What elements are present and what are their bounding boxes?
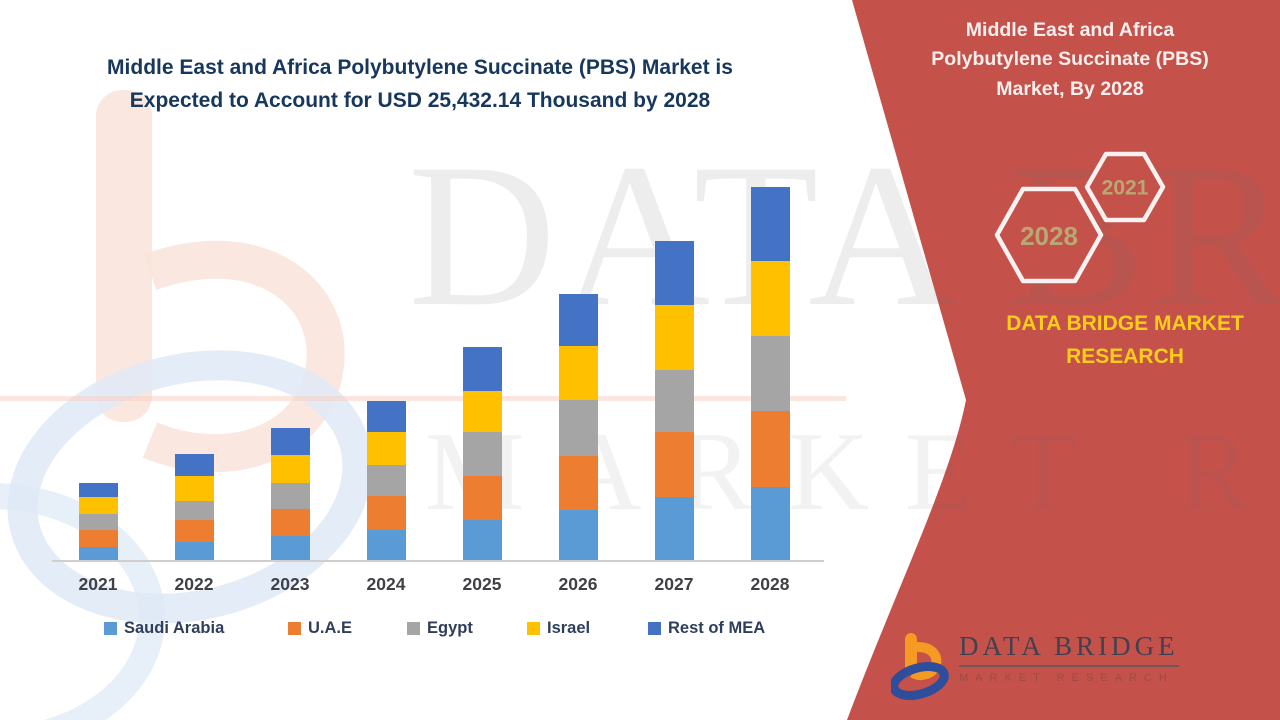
legend-label: U.A.E (308, 619, 353, 637)
footer-logo: DATA BRIDGE MARKET RESEARCH (891, 631, 1179, 701)
bar-segment-egypt (174, 501, 214, 520)
stacked-bar-2021 (78, 483, 118, 561)
bar-segment-saudi-arabia (366, 530, 406, 561)
bar-segment-u-a-e (750, 411, 790, 487)
side-panel-title: Middle East and Africa Polybutylene Succ… (931, 19, 1209, 100)
bar-segment-saudi-arabia (558, 509, 598, 561)
bar-segment-israel (174, 476, 214, 501)
legend-item-saudi-arabia: Saudi Arabia (104, 619, 224, 638)
bar-segment-israel (78, 497, 118, 514)
chart-title-line2: Expected to Account for USD 25,432.14 Th… (129, 88, 711, 112)
bar-segment-saudi-arabia (78, 546, 118, 561)
bar-segment-israel (654, 304, 694, 370)
bar-segment-u-a-e (78, 529, 118, 547)
bar-segment-israel (558, 346, 598, 401)
side-panel-shape (847, 0, 1280, 720)
bar-segment-rest-of-mea (78, 483, 118, 497)
year-hexagons: 2021 2028 (994, 151, 1166, 284)
bar-segment-saudi-arabia (462, 519, 502, 561)
x-axis-line (52, 560, 824, 562)
brand-logo-watermark (0, 90, 373, 720)
bar-segment-u-a-e (366, 496, 406, 531)
stacked-bar-2023 (270, 428, 310, 561)
legend-label: Saudi Arabia (124, 619, 225, 637)
stacked-bar-2025 (462, 347, 502, 561)
legend-item-rest-of-mea: Rest of MEA (648, 619, 765, 638)
footer-wordmark: DATA BRIDGE (959, 631, 1179, 667)
x-axis-label-2026: 2026 (558, 574, 598, 594)
bar-segment-rest-of-mea (174, 453, 214, 477)
x-axis-label-2024: 2024 (366, 574, 406, 594)
hexagon-year-2021: 2021 (1102, 177, 1149, 200)
footer-logo-text: DATA BRIDGE MARKET RESEARCH (959, 631, 1179, 684)
bar-segment-rest-of-mea (462, 347, 502, 392)
bar-segment-saudi-arabia (750, 486, 790, 561)
legend-label: Israel (547, 619, 591, 637)
bar-segment-rest-of-mea (366, 401, 406, 432)
bar-segment-egypt (366, 465, 406, 496)
legend-item-u-a-e: U.A.E (288, 619, 352, 638)
watermark-underline (0, 396, 846, 401)
bar-segment-israel (750, 260, 790, 337)
legend-swatch-icon (407, 622, 420, 635)
legend-swatch-icon (104, 622, 117, 635)
bar-segment-u-a-e (558, 455, 598, 510)
bar-segment-israel (366, 431, 406, 465)
legend-swatch-icon (288, 622, 301, 635)
chart-title-line1: Middle East and Africa Polybutylene Succ… (107, 56, 733, 79)
legend-item-egypt: Egypt (407, 619, 473, 638)
bar-segment-saudi-arabia (174, 541, 214, 561)
stacked-bar-2028 (750, 187, 790, 561)
bar-segment-saudi-arabia (270, 535, 310, 561)
legend-swatch-icon (648, 622, 661, 635)
bar-segment-rest-of-mea (750, 187, 790, 261)
brand-name-text: DATA BRIDGE MARKET RESEARCH (1006, 312, 1244, 368)
x-axis-label-2027: 2027 (654, 574, 694, 594)
hexagon-2021 (1084, 151, 1166, 223)
bar-segment-egypt (558, 400, 598, 456)
bar-segment-rest-of-mea (654, 241, 694, 305)
bar-segment-rest-of-mea (270, 428, 310, 456)
bar-segment-israel (270, 455, 310, 483)
legend-label: Egypt (427, 619, 473, 637)
bar-segment-egypt (78, 513, 118, 530)
watermark-swoosh (7, 350, 373, 624)
bar-segment-rest-of-mea (558, 294, 598, 346)
bar-segment-u-a-e (462, 476, 502, 520)
bar-segment-egypt (750, 336, 790, 412)
bar-segment-u-a-e (174, 519, 214, 542)
hexagon-year-2028: 2028 (1020, 221, 1078, 251)
footer-caption: MARKET RESEARCH (959, 672, 1174, 684)
hexagon-2028 (994, 186, 1104, 284)
data-bridge-logo-icon (891, 633, 949, 700)
x-axis-label-2021: 2021 (78, 574, 118, 594)
bar-segment-egypt (270, 482, 310, 510)
x-axis-label-2023: 2023 (270, 574, 310, 594)
bar-segment-egypt (654, 369, 694, 433)
stacked-bar-chart: 2021 2022 2023 2024 2025 2026 2027 2028 Saudi Ar… (78, 187, 790, 638)
watermark-arc (0, 483, 165, 720)
bar-segment-saudi-arabia (654, 496, 694, 561)
stacked-bar-2024 (366, 401, 406, 561)
bar-segment-egypt (462, 431, 502, 477)
legend-item-israel: Israel (527, 619, 590, 638)
x-axis-label-2025: 2025 (462, 574, 502, 594)
bar-segment-israel (462, 391, 502, 432)
legend-label: Rest of MEA (668, 619, 766, 637)
bar-segment-u-a-e (270, 509, 310, 536)
stacked-bar-2027 (654, 241, 694, 561)
x-axis-label-2022: 2022 (174, 574, 214, 594)
legend-swatch-icon (527, 622, 540, 635)
watermark-b-bowl (142, 240, 345, 472)
stacked-bar-2022 (174, 453, 214, 561)
bar-segment-u-a-e (654, 432, 694, 497)
x-axis-label-2028: 2028 (750, 574, 790, 594)
chart-title: Middle East and Africa Polybutylene Succ… (40, 52, 800, 117)
stacked-bar-2026 (558, 294, 598, 561)
watermark-b-stem (96, 90, 152, 422)
